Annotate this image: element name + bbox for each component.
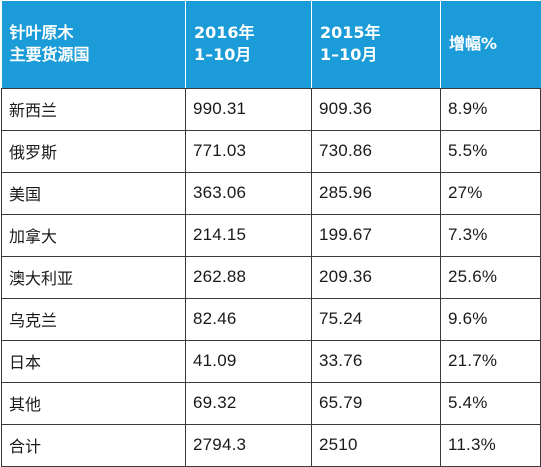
table-row: 日本 41.09 33.76 21.7% xyxy=(1,339,541,383)
cell-2016: 41.09 xyxy=(185,339,312,383)
cell-growth: 5.5% xyxy=(440,129,541,173)
header-row: 针叶原木 主要货源国 2016年 1–10月 2015年 1–10月 增幅% xyxy=(1,1,541,89)
cell-country: 加拿大 xyxy=(1,213,186,257)
cell-2015: 33.76 xyxy=(311,339,441,383)
cell-2015: 65.79 xyxy=(311,381,441,425)
table-row: 新西兰 990.31 909.36 8.9% xyxy=(1,87,541,131)
cell-2015: 2510 xyxy=(311,423,441,467)
table-row-total: 合计 2794.3 2510 11.3% xyxy=(1,423,541,467)
cell-2016: 82.46 xyxy=(185,297,312,341)
table-row: 乌克兰 82.46 75.24 9.6% xyxy=(1,297,541,341)
table-row: 美国 363.06 285.96 27% xyxy=(1,171,541,215)
cell-country: 俄罗斯 xyxy=(1,129,186,173)
cell-country: 其他 xyxy=(1,381,186,425)
header-2015: 2015年 1–10月 xyxy=(311,1,441,89)
cell-growth: 11.3% xyxy=(440,423,541,467)
cell-growth: 9.6% xyxy=(440,297,541,341)
header-2016-line-2: 1–10月 xyxy=(194,45,252,65)
cell-2015: 199.67 xyxy=(311,213,441,257)
cell-2015: 909.36 xyxy=(311,87,441,131)
cell-country: 乌克兰 xyxy=(1,297,186,341)
cell-country: 美国 xyxy=(1,171,186,215)
header-2015-line-1: 2015年 xyxy=(320,23,381,43)
cell-2016: 363.06 xyxy=(185,171,312,215)
cell-country: 合计 xyxy=(1,423,186,467)
cell-2015: 285.96 xyxy=(311,171,441,215)
cell-2016: 2794.3 xyxy=(185,423,312,467)
cell-2015: 730.86 xyxy=(311,129,441,173)
table-row: 俄罗斯 771.03 730.86 5.5% xyxy=(1,129,541,173)
cell-growth: 8.9% xyxy=(440,87,541,131)
table-row: 其他 69.32 65.79 5.4% xyxy=(1,381,541,425)
cell-2015: 209.36 xyxy=(311,255,441,299)
cell-country: 新西兰 xyxy=(1,87,186,131)
cell-2016: 771.03 xyxy=(185,129,312,173)
cell-2016: 990.31 xyxy=(185,87,312,131)
table-row: 澳大利亚 262.88 209.36 25.6% xyxy=(1,255,541,299)
cell-2016: 262.88 xyxy=(185,255,312,299)
cell-country: 日本 xyxy=(1,339,186,383)
header-country: 针叶原木 主要货源国 xyxy=(1,1,186,89)
header-2016: 2016年 1–10月 xyxy=(185,1,312,89)
header-2016-line-1: 2016年 xyxy=(194,23,255,43)
header-country-line-2: 主要货源国 xyxy=(9,45,90,65)
cell-growth: 21.7% xyxy=(440,339,541,383)
header-country-line-1: 针叶原木 xyxy=(9,23,74,43)
cell-growth: 25.6% xyxy=(440,255,541,299)
cell-growth: 5.4% xyxy=(440,381,541,425)
cell-growth: 27% xyxy=(440,171,541,215)
cell-2015: 75.24 xyxy=(311,297,441,341)
cell-growth: 7.3% xyxy=(440,213,541,257)
header-2015-line-2: 1–10月 xyxy=(320,45,378,65)
header-growth: 增幅% xyxy=(440,1,541,89)
cell-2016: 69.32 xyxy=(185,381,312,425)
header-growth-line-1: 增幅% xyxy=(449,34,498,54)
cell-country: 澳大利亚 xyxy=(1,255,186,299)
cell-2016: 214.15 xyxy=(185,213,312,257)
table-row: 加拿大 214.15 199.67 7.3% xyxy=(1,213,541,257)
